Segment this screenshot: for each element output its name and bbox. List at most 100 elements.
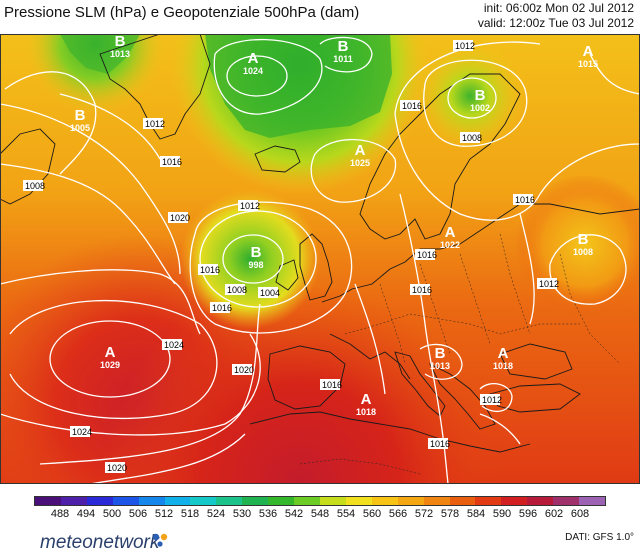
colorbar-tick-labels: 488 494 500 506 512 518 524 530 536 542 548 554 560 5… bbox=[34, 508, 606, 522]
svg-text:1012: 1012 bbox=[539, 279, 559, 289]
colorbar-swatch bbox=[449, 497, 476, 505]
borders bbox=[299, 233, 621, 475]
isobar-1008-west bbox=[0, 163, 176, 285]
colorbar-tick-label: 536 bbox=[258, 508, 278, 520]
colorbar-tick-label: 524 bbox=[206, 508, 226, 520]
isobar-north-high bbox=[226, 55, 288, 97]
svg-text:1015: 1015 bbox=[578, 59, 598, 69]
svg-text:1008: 1008 bbox=[227, 285, 247, 295]
coast-canada bbox=[0, 128, 56, 205]
colorbar-swatch bbox=[397, 497, 424, 505]
svg-text:A: A bbox=[445, 224, 456, 241]
isobar-1012-east bbox=[519, 213, 535, 325]
green-core-north bbox=[205, 34, 392, 138]
svg-text:1008: 1008 bbox=[25, 181, 45, 191]
svg-text:A: A bbox=[355, 142, 366, 159]
valid-time: valid: 12:00z Tue 03 Jul 2012 bbox=[477, 16, 634, 30]
svg-text:B: B bbox=[115, 34, 126, 50]
isobar-1015-ne bbox=[589, 53, 640, 95]
svg-text:1024: 1024 bbox=[243, 66, 263, 76]
coast-iberia bbox=[267, 345, 346, 410]
colorbar-tick-label: 530 bbox=[232, 508, 252, 520]
svg-text:1002: 1002 bbox=[470, 103, 490, 113]
svg-text:1020: 1020 bbox=[170, 213, 190, 223]
colorbar-tick-label: 512 bbox=[154, 508, 174, 520]
svg-text:B: B bbox=[338, 38, 349, 55]
colorbar-swatch bbox=[501, 497, 528, 505]
isobar-label: 1012 bbox=[453, 40, 475, 51]
isobar-label: 1008 bbox=[23, 180, 45, 191]
svg-text:1012: 1012 bbox=[145, 119, 165, 129]
isobar-label: 1004 bbox=[258, 287, 280, 298]
svg-text:B: B bbox=[578, 231, 589, 248]
colorbar-tick-label: 560 bbox=[362, 508, 382, 520]
isobar-1020-south bbox=[39, 303, 261, 465]
colorbar-tick-label: 572 bbox=[414, 508, 434, 520]
svg-text:1016: 1016 bbox=[162, 157, 182, 167]
svg-text:1016: 1016 bbox=[200, 265, 220, 275]
isobars bbox=[0, 36, 640, 484]
isobar-label: 1024 bbox=[70, 426, 92, 437]
isobar-label: 1012 bbox=[238, 200, 260, 211]
geopotential-colorbar bbox=[34, 496, 606, 506]
isobar-1016-west bbox=[59, 93, 161, 160]
isobar-1020-southwest bbox=[89, 433, 246, 484]
svg-text:1020: 1020 bbox=[107, 463, 127, 473]
colorbar-tick-label: 590 bbox=[492, 508, 512, 520]
svg-text:1029: 1029 bbox=[100, 360, 120, 370]
isobar-label: 1024 bbox=[162, 339, 184, 350]
colorbar-swatch bbox=[423, 497, 450, 505]
colorbar-swatch bbox=[579, 497, 605, 505]
svg-text:1020: 1020 bbox=[234, 365, 254, 375]
svg-text:1024: 1024 bbox=[72, 427, 92, 437]
coast-italy bbox=[394, 351, 446, 417]
colorbar-swatch bbox=[60, 497, 87, 505]
isobar-1020-north bbox=[0, 269, 201, 335]
colorbar-tick-label: 578 bbox=[440, 508, 460, 520]
colorbar-tick-label: 488 bbox=[50, 508, 70, 520]
svg-text:1016: 1016 bbox=[417, 250, 437, 260]
isobar-label: 1016 bbox=[400, 100, 422, 111]
colorbar-swatch bbox=[190, 497, 217, 505]
coast-scandinavia bbox=[359, 73, 521, 240]
svg-text:1013: 1013 bbox=[430, 361, 450, 371]
svg-text:1011: 1011 bbox=[333, 54, 353, 64]
colorbar-swatch bbox=[371, 497, 398, 505]
isobar-label: 1016 bbox=[320, 379, 342, 390]
svg-text:1018: 1018 bbox=[356, 407, 376, 417]
svg-text:B: B bbox=[251, 244, 262, 261]
isobar-label: 1012 bbox=[537, 278, 559, 289]
isobar-label: 1016 bbox=[160, 156, 182, 167]
brand-logo: meteonetwork bbox=[40, 532, 160, 553]
isobar-label: 1020 bbox=[232, 364, 254, 375]
coast-turkey bbox=[489, 383, 581, 413]
isobar-1013-greece bbox=[479, 383, 513, 413]
isobar-1012-aegean bbox=[479, 413, 521, 445]
isobar-low-1008 bbox=[189, 201, 353, 334]
isobar-label: 1020 bbox=[105, 462, 127, 473]
isobar-label: 1020 bbox=[168, 212, 190, 223]
isobar-1012-scand bbox=[394, 41, 541, 115]
colorbar-swatch bbox=[164, 497, 191, 505]
isobar-1016-scand bbox=[394, 113, 541, 221]
svg-text:1016: 1016 bbox=[412, 285, 432, 295]
isobar-1016-france bbox=[354, 283, 386, 395]
svg-text:A: A bbox=[361, 391, 372, 408]
colorbar-tick-label: 596 bbox=[518, 508, 538, 520]
border-line-5 bbox=[499, 233, 531, 335]
svg-text:1016: 1016 bbox=[322, 380, 342, 390]
svg-text:1012: 1012 bbox=[455, 41, 475, 51]
colorbar-swatch bbox=[475, 497, 502, 505]
svg-text:1005: 1005 bbox=[70, 123, 90, 133]
data-source: DATI: GFS 1.0° bbox=[565, 532, 634, 543]
isobar-label: 1016 bbox=[415, 249, 437, 260]
svg-text:B: B bbox=[475, 87, 486, 104]
svg-text:1016: 1016 bbox=[402, 101, 422, 111]
